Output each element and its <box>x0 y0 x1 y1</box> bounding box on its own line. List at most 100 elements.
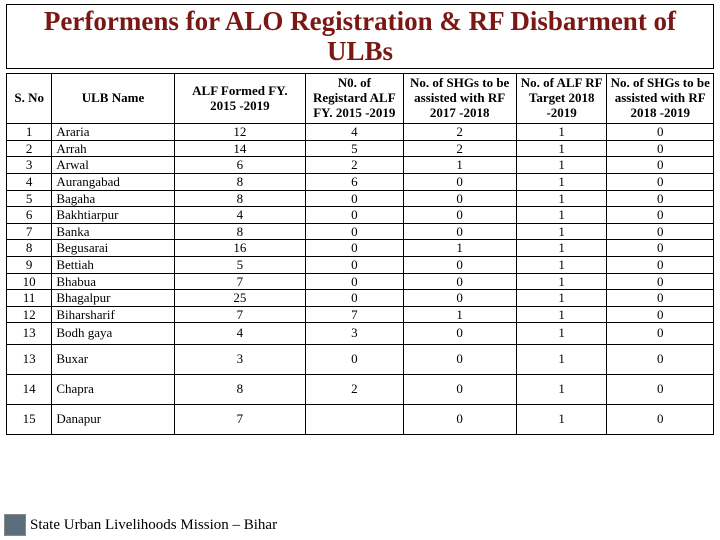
cell-name: Bettiah <box>52 256 174 273</box>
cell-c3: 3 <box>174 345 305 375</box>
cell-c5: 1 <box>403 240 516 257</box>
cell-c3: 12 <box>174 124 305 141</box>
table-row: 2Arrah145210 <box>7 140 714 157</box>
cell-c5: 0 <box>403 173 516 190</box>
cell-c6: 1 <box>516 345 607 375</box>
cell-c6: 1 <box>516 157 607 174</box>
cell-name: Bhabua <box>52 273 174 290</box>
cell-c5: 1 <box>403 306 516 323</box>
cell-c4: 5 <box>306 140 403 157</box>
table-row: 3Arwal62110 <box>7 157 714 174</box>
cell-c5: 0 <box>403 273 516 290</box>
cell-c7: 0 <box>607 323 714 345</box>
cell-c7: 0 <box>607 190 714 207</box>
cell-c7: 0 <box>607 140 714 157</box>
cell-c6: 1 <box>516 405 607 435</box>
cell-c4: 0 <box>306 290 403 307</box>
cell-c7: 0 <box>607 124 714 141</box>
col-alf-target: No. of ALF RF Target 2018 -2019 <box>516 74 607 124</box>
table-row: 14Chapra82010 <box>7 375 714 405</box>
cell-c5: 0 <box>403 223 516 240</box>
cell-c3: 8 <box>174 190 305 207</box>
cell-c7: 0 <box>607 173 714 190</box>
cell-sno: 3 <box>7 157 52 174</box>
col-alf-formed: ALF Formed FY. 2015 -2019 <box>174 74 305 124</box>
cell-c5: 0 <box>403 256 516 273</box>
cell-sno: 14 <box>7 375 52 405</box>
cell-name: Banka <box>52 223 174 240</box>
cell-name: Aurangabad <box>52 173 174 190</box>
table-row: 1Araria124210 <box>7 124 714 141</box>
cell-c3: 8 <box>174 223 305 240</box>
cell-c4: 7 <box>306 306 403 323</box>
cell-c6: 1 <box>516 306 607 323</box>
cell-sno: 12 <box>7 306 52 323</box>
cell-c5: 0 <box>403 345 516 375</box>
cell-sno: 15 <box>7 405 52 435</box>
cell-c3: 5 <box>174 256 305 273</box>
cell-c6: 1 <box>516 190 607 207</box>
cell-c3: 8 <box>174 375 305 405</box>
cell-c7: 0 <box>607 290 714 307</box>
table-row: 4Aurangabad86010 <box>7 173 714 190</box>
cell-name: Araria <box>52 124 174 141</box>
cell-c4: 3 <box>306 323 403 345</box>
cell-c5: 0 <box>403 375 516 405</box>
cell-c6: 1 <box>516 256 607 273</box>
cell-c3: 16 <box>174 240 305 257</box>
cell-c4: 0 <box>306 240 403 257</box>
col-shgs-2018: No. of SHGs to be assisted with RF 2018 … <box>607 74 714 124</box>
table-row: 13Buxar30010 <box>7 345 714 375</box>
cell-c7: 0 <box>607 223 714 240</box>
cell-c7: 0 <box>607 157 714 174</box>
cell-c6: 1 <box>516 140 607 157</box>
cell-c5: 0 <box>403 405 516 435</box>
cell-sno: 9 <box>7 256 52 273</box>
cell-c5: 0 <box>403 290 516 307</box>
cell-name: Bakhtiarpur <box>52 207 174 224</box>
cell-c6: 1 <box>516 273 607 290</box>
table-row: 10Bhabua70010 <box>7 273 714 290</box>
table-row: 5Bagaha80010 <box>7 190 714 207</box>
table-row: 8Begusarai160110 <box>7 240 714 257</box>
cell-name: Buxar <box>52 345 174 375</box>
table-header-row: S. No ULB Name ALF Formed FY. 2015 -2019… <box>7 74 714 124</box>
cell-name: Bodh gaya <box>52 323 174 345</box>
cell-c6: 1 <box>516 223 607 240</box>
table-row: 15Danapur7010 <box>7 405 714 435</box>
cell-c6: 1 <box>516 173 607 190</box>
cell-c4: 4 <box>306 124 403 141</box>
col-shgs-2017: No. of SHGs to be assisted with RF 2017 … <box>403 74 516 124</box>
cell-c5: 0 <box>403 323 516 345</box>
page-title: Performens for ALO Registration & RF Dis… <box>6 4 714 69</box>
cell-c7: 0 <box>607 375 714 405</box>
cell-c6: 1 <box>516 323 607 345</box>
cell-name: Bhagalpur <box>52 290 174 307</box>
cell-name: Bagaha <box>52 190 174 207</box>
cell-c6: 1 <box>516 375 607 405</box>
cell-c7: 0 <box>607 256 714 273</box>
cell-c5: 0 <box>403 190 516 207</box>
cell-name: Arwal <box>52 157 174 174</box>
cell-name: Biharsharif <box>52 306 174 323</box>
cell-sno: 13 <box>7 323 52 345</box>
cell-c3: 6 <box>174 157 305 174</box>
cell-c4: 0 <box>306 190 403 207</box>
cell-name: Arrah <box>52 140 174 157</box>
cell-c7: 0 <box>607 273 714 290</box>
cell-c5: 2 <box>403 124 516 141</box>
cell-c3: 25 <box>174 290 305 307</box>
table-row: 6Bakhtiarpur40010 <box>7 207 714 224</box>
cell-c6: 1 <box>516 290 607 307</box>
cell-c4: 0 <box>306 207 403 224</box>
cell-c4: 0 <box>306 256 403 273</box>
table-row: 7Banka80010 <box>7 223 714 240</box>
cell-sno: 5 <box>7 190 52 207</box>
data-table: S. No ULB Name ALF Formed FY. 2015 -2019… <box>6 73 714 435</box>
cell-sno: 11 <box>7 290 52 307</box>
table-row: 12Biharsharif77110 <box>7 306 714 323</box>
cell-c4: 2 <box>306 157 403 174</box>
cell-c6: 1 <box>516 207 607 224</box>
logo-icon <box>4 514 26 536</box>
cell-c6: 1 <box>516 240 607 257</box>
